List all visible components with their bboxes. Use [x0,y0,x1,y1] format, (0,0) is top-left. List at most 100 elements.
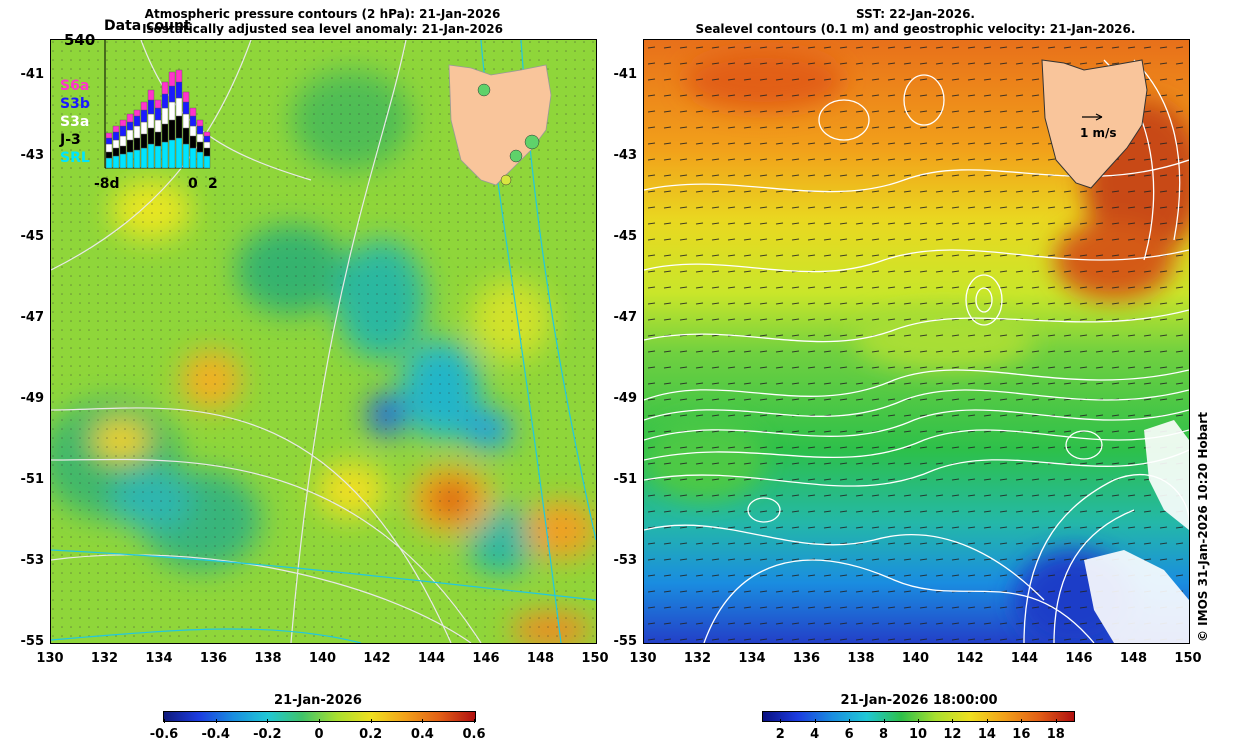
colorbar-tick-mark [814,719,816,723]
mission-label: S3b [60,96,90,112]
longitude-tick: 140 [308,651,337,666]
colorbar-tick-mark [267,719,269,723]
inset-bar-segment [203,155,211,169]
longitude-tick: 130 [629,651,657,666]
sst-map: 1 m/s [643,39,1190,644]
colorbar-tick-mark [164,719,165,723]
inset-bar-segment [154,107,162,121]
inset-bar-segment [133,137,141,151]
velocity-scale-label: 1 m/s [1080,126,1117,140]
inset-bar-segment [105,137,113,145]
inset-bar-segment [168,119,176,141]
longitude-tick: 142 [956,651,984,666]
data-count-xlabel-zero: 0 [188,176,198,192]
inset-bar-segment [175,137,183,169]
longitude-tick: 136 [792,651,821,666]
inset-bar-segment [105,151,113,159]
inset-bar-segment [147,113,155,129]
inset-bar-segment [161,123,169,143]
latitude-tick: -53 [20,553,45,569]
inset-bar-segment [168,101,176,121]
inset-bar-segment [168,139,176,169]
inset-bar-segment [168,85,176,103]
longitude-tick: 134 [738,651,766,666]
inset-bar-segment [133,115,141,127]
left-colorbar-title: 21-Jan-2026 [274,693,362,708]
longitude-tick: 132 [683,651,712,666]
inset-bar-segment [189,107,197,117]
inset-bar-segment [161,141,169,169]
inset-bar-segment [175,97,183,117]
inset-bar-segment [140,133,148,149]
colorbar-tick-mark [918,719,919,723]
colorbar-tick-label: -0.4 [201,727,230,742]
inset-bar-segment [182,113,190,129]
latitude-tick: -41 [613,67,638,83]
latitude-tick: -51 [613,472,638,488]
colorbar-tick-label: 0.6 [462,727,486,742]
longitude-tick: 146 [472,651,500,666]
inset-bar-segment [175,81,183,99]
inset-bar-segment [140,109,148,123]
inset-bar-segment [147,99,155,115]
colorbar-tick-label: 0.4 [410,727,434,742]
inset-bar-segment [203,147,211,157]
inset-bar-segment [175,69,183,83]
colorbar-tick-mark [849,719,851,723]
colorbar-tick-mark [883,719,885,723]
longitude-tick: 130 [36,651,64,666]
data-count-inset: Data count 540 S6a S3b S3a J-3 SRL -8d 0 2 [50,18,220,192]
inset-bar-segment [119,135,127,147]
inset-bar-segment [140,121,148,135]
longitude-tick: 144 [417,651,446,666]
inset-bar-segment [182,91,190,103]
inset-bar-segment [189,147,197,169]
inset-bar-segment [182,127,190,145]
inset-bar-segment [203,135,211,143]
inset-bar-segment [196,125,204,135]
latitude-tick: -55 [20,634,45,649]
colorbar-tick-label: 6 [844,727,854,742]
inset-bar-segment [154,99,162,109]
inset-bar-segment [105,157,113,169]
mission-label: S3a [60,114,90,130]
latitude-tick: -43 [20,148,45,164]
right-colorbar-title: 21-Jan-2026 18:00:00 [840,693,998,708]
inset-bar-segment [154,131,162,147]
inset-bar-segment [119,145,127,155]
latitude-tick: -51 [20,472,45,488]
longitude-tick: 144 [1010,651,1039,666]
colorbar-tick-mark [1021,719,1023,723]
inset-bar-segment [154,145,162,169]
data-count-bars [105,69,211,169]
latitude-tick: -49 [613,391,638,407]
data-count-xlabel-end: 2 [208,176,218,192]
colorbar-tick-mark [215,719,217,723]
colorbar-tick-label: 2 [775,727,785,742]
inset-bar-segment [126,139,134,153]
imos-credit: © IMOS 31-Jan-2026 10:20 Hobart [1196,412,1210,642]
inset-bar-segment [189,135,197,149]
inset-bar-segment [161,93,169,109]
latitude-tick: -47 [20,310,45,326]
inset-bar-segment [196,133,204,143]
inset-bar-segment [126,113,134,123]
inset-bar-segment [189,115,197,127]
colorbar-tick-mark [986,719,988,723]
inset-bar-segment [161,107,169,125]
inset-bar-segment [119,119,127,127]
latitude-tick: -45 [613,229,638,245]
left-title-line2: Isostatically adjusted sea level anomaly… [142,22,503,36]
inset-bar-segment [112,155,120,169]
latitude-tick: -41 [20,67,45,83]
inset-bar-segment [196,141,204,153]
colorbar-tick-mark [952,719,954,723]
latitude-tick: -47 [613,310,638,326]
colorbar-tick-mark [780,719,782,723]
inset-bar-segment [168,71,176,87]
colorbar-tick-mark [474,719,475,723]
inset-bar-segment [196,151,204,169]
inset-bar-segment [112,147,120,157]
inset-bar-segment [203,141,211,149]
inset-bar-segment [189,125,197,137]
